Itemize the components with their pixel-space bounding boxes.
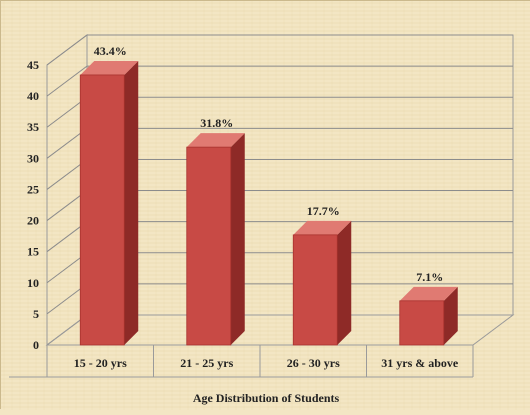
y-tick-label: 5	[33, 307, 39, 321]
x-axis-title: Age Distribution of Students	[193, 391, 340, 405]
x-tick-label: 21 - 25 yrs	[180, 356, 233, 370]
data-label: 17.7%	[307, 204, 340, 218]
bar-front	[292, 234, 338, 346]
bar	[399, 286, 458, 346]
y-tick-label: 25	[27, 182, 39, 196]
y-tick-label: 40	[27, 89, 39, 103]
gridline	[46, 65, 513, 97]
bar-top	[399, 286, 458, 301]
bar	[79, 60, 139, 346]
y-tick-label: 20	[27, 214, 39, 228]
bar-top	[186, 133, 245, 148]
y-tick-label: 35	[27, 120, 39, 134]
bar	[292, 220, 352, 346]
y-tick-label: 0	[33, 338, 39, 352]
x-tick-label: 31 yrs & above	[381, 356, 459, 370]
y-tick-label: 15	[27, 245, 39, 259]
bar	[186, 133, 245, 346]
data-label: 7.1%	[416, 270, 443, 284]
bar-front	[79, 74, 125, 346]
bar-side	[443, 286, 458, 345]
bar-side	[124, 60, 139, 345]
x-tick-label: 15 - 20 yrs	[74, 356, 127, 370]
bar-front	[399, 300, 445, 346]
bar-side	[337, 220, 352, 345]
bar-top	[80, 60, 139, 75]
y-tick-label: 45	[27, 58, 39, 72]
data-label: 43.4%	[94, 44, 127, 58]
y-tick-label: 30	[27, 151, 39, 165]
x-tick-label: 26 - 30 yrs	[287, 356, 340, 370]
gridline	[46, 34, 513, 66]
data-label: 31.8%	[200, 116, 233, 130]
bar-top	[293, 220, 352, 235]
bar-front	[186, 146, 232, 346]
y-tick-label: 10	[27, 276, 39, 290]
bar-side	[230, 133, 245, 345]
